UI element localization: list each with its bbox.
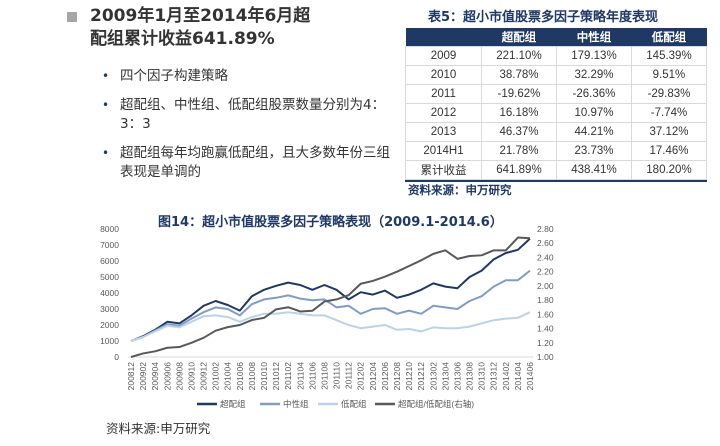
table-cell: -7.74% — [630, 102, 708, 123]
x-tick-label: 201102 — [283, 362, 293, 390]
y-right-tick-label: 2.40 — [537, 252, 554, 262]
legend-label: 低配组 — [341, 399, 367, 409]
bullet-dot-icon: • — [102, 69, 110, 83]
table-cell: 累计收益 — [405, 159, 482, 180]
x-tick-label: 201304 — [440, 362, 450, 391]
series-line-0 — [130, 237, 531, 342]
table-cell: 221.10% — [480, 45, 557, 66]
x-tick-label: 201106 — [307, 362, 317, 390]
table-cell: 23.73% — [555, 140, 632, 161]
headline: 2009年1月至2014年6月超配组累计收益641.89% — [90, 6, 311, 49]
x-tick-label: 201202 — [356, 362, 366, 391]
y-left-tick-label: 2000 — [100, 320, 119, 330]
table-row: 2014H1 21.78% 23.73% 17.46% — [405, 140, 708, 161]
x-tick-label: 201204 — [368, 362, 378, 391]
column-header: 中性组 — [556, 28, 632, 46]
y-left-tick-label: 8000 — [100, 224, 119, 234]
x-tick-label: 201406 — [525, 362, 535, 391]
series-line-1 — [130, 269, 531, 342]
x-tick-label: 200912 — [199, 362, 209, 391]
x-tick-label: 201112 — [344, 362, 354, 389]
legend-label: 中性组 — [283, 399, 309, 409]
x-tick-label: 201208 — [392, 362, 402, 391]
x-tick-label: 200812 — [126, 362, 136, 391]
y-left-tick-label: 7000 — [100, 240, 119, 250]
x-tick-label: 201312 — [489, 362, 499, 391]
bullet-square-icon — [67, 12, 77, 22]
legend-label: 超配组 — [220, 399, 246, 409]
annual-performance-table: 超配组 中性组 低配组 2009 221.10% 179.13% 145.39% 2010 3… — [405, 28, 708, 180]
y-right-tick-label: 1.00 — [537, 352, 554, 362]
table-cell: 438.41% — [555, 159, 632, 180]
x-tick-label: 200906 — [162, 362, 172, 391]
table-cell: 21.78% — [480, 140, 557, 161]
y-left-tick-label: 4000 — [100, 288, 119, 298]
table-row: 累计收益 641.89% 438.41% 180.20% — [405, 159, 708, 180]
chart-title: 图14：超小市值股票多因子策略表现（2009.1-2014.6） — [158, 215, 503, 230]
x-tick-label: 201310 — [477, 362, 487, 391]
y-right-tick-label: 2.00 — [537, 281, 554, 291]
y-right-tick-label: 1.40 — [537, 324, 554, 334]
legend-label: 超配组/低配组(右轴) — [398, 399, 474, 409]
x-tick-label: 201308 — [465, 362, 475, 391]
x-tick-label: 201010 — [259, 362, 269, 391]
column-header — [405, 28, 482, 46]
x-tick-label: 201012 — [271, 362, 281, 391]
x-tick-label: 201110 — [332, 362, 342, 389]
table-cell: 2013 — [405, 121, 482, 142]
table-cell: 2014H1 — [405, 140, 482, 161]
table-cell: -19.62% — [480, 83, 557, 104]
x-tick-label: 200908 — [174, 362, 184, 391]
x-tick-label: 201302 — [428, 362, 438, 391]
table-row: 2012 16.18% 10.97% -7.74% — [405, 102, 708, 123]
table-source: 资料来源：申万研究 — [405, 180, 707, 198]
table-cell: 32.29% — [555, 64, 632, 85]
chart-source: 资料来源:申万研究 — [106, 421, 211, 436]
column-header: 超配组 — [481, 28, 557, 46]
x-tick-label: 201008 — [247, 362, 257, 391]
column-header: 低配组 — [631, 28, 707, 46]
table-cell: -29.83% — [630, 83, 708, 104]
bullet-dot-icon: • — [102, 98, 110, 112]
x-tick-label: 201404 — [513, 362, 523, 391]
y-left-tick-label: 6000 — [100, 256, 119, 266]
y-right-tick-label: 2.60 — [537, 238, 554, 248]
x-tick-label: 201306 — [452, 362, 462, 391]
x-tick-label: 200902 — [138, 362, 148, 391]
y-right-tick-label: 2.20 — [537, 267, 554, 277]
y-right-tick-label: 1.60 — [537, 309, 554, 319]
x-tick-label: 200910 — [186, 362, 196, 391]
x-tick-label: 201206 — [380, 362, 390, 391]
x-tick-label: 201108 — [319, 362, 329, 390]
x-tick-label: 201210 — [404, 362, 414, 391]
y-right-tick-label: 1.20 — [537, 338, 554, 348]
series-line-3 — [130, 236, 531, 358]
y-right-tick-label: 1.80 — [537, 295, 554, 305]
x-tick-label: 201006 — [235, 362, 245, 391]
series-line-2 — [130, 311, 531, 342]
x-tick-label: 201104 — [295, 362, 305, 390]
table-header-row: 超配组 中性组 低配组 — [405, 28, 707, 46]
table-title: 表5：超小市值股票多因子策略年度表现 — [428, 10, 659, 25]
x-tick-label: 201402 — [501, 362, 511, 391]
table-row: 2009 221.10% 179.13% 145.39% — [405, 45, 708, 66]
table-cell: 10.97% — [555, 102, 632, 123]
y-left-tick-label: 0 — [114, 352, 119, 362]
y-left-tick-label: 5000 — [100, 272, 119, 282]
table-row: 2011 -19.62% -26.36% -29.83% — [405, 83, 708, 104]
x-tick-label: 200904 — [150, 362, 160, 391]
y-left-tick-label: 3000 — [100, 304, 119, 314]
x-tick-label: 201212 — [416, 362, 426, 391]
y-left-tick-label: 1000 — [100, 336, 119, 346]
table-cell: 180.20% — [630, 159, 708, 180]
x-tick-label: 201002 — [211, 362, 221, 391]
bullet-dot-icon: • — [102, 146, 110, 160]
y-right-tick-label: 2.80 — [537, 224, 554, 234]
x-tick-label: 201004 — [223, 362, 233, 391]
table-row: 2013 46.37% 44.21% 37.12% — [405, 121, 708, 142]
